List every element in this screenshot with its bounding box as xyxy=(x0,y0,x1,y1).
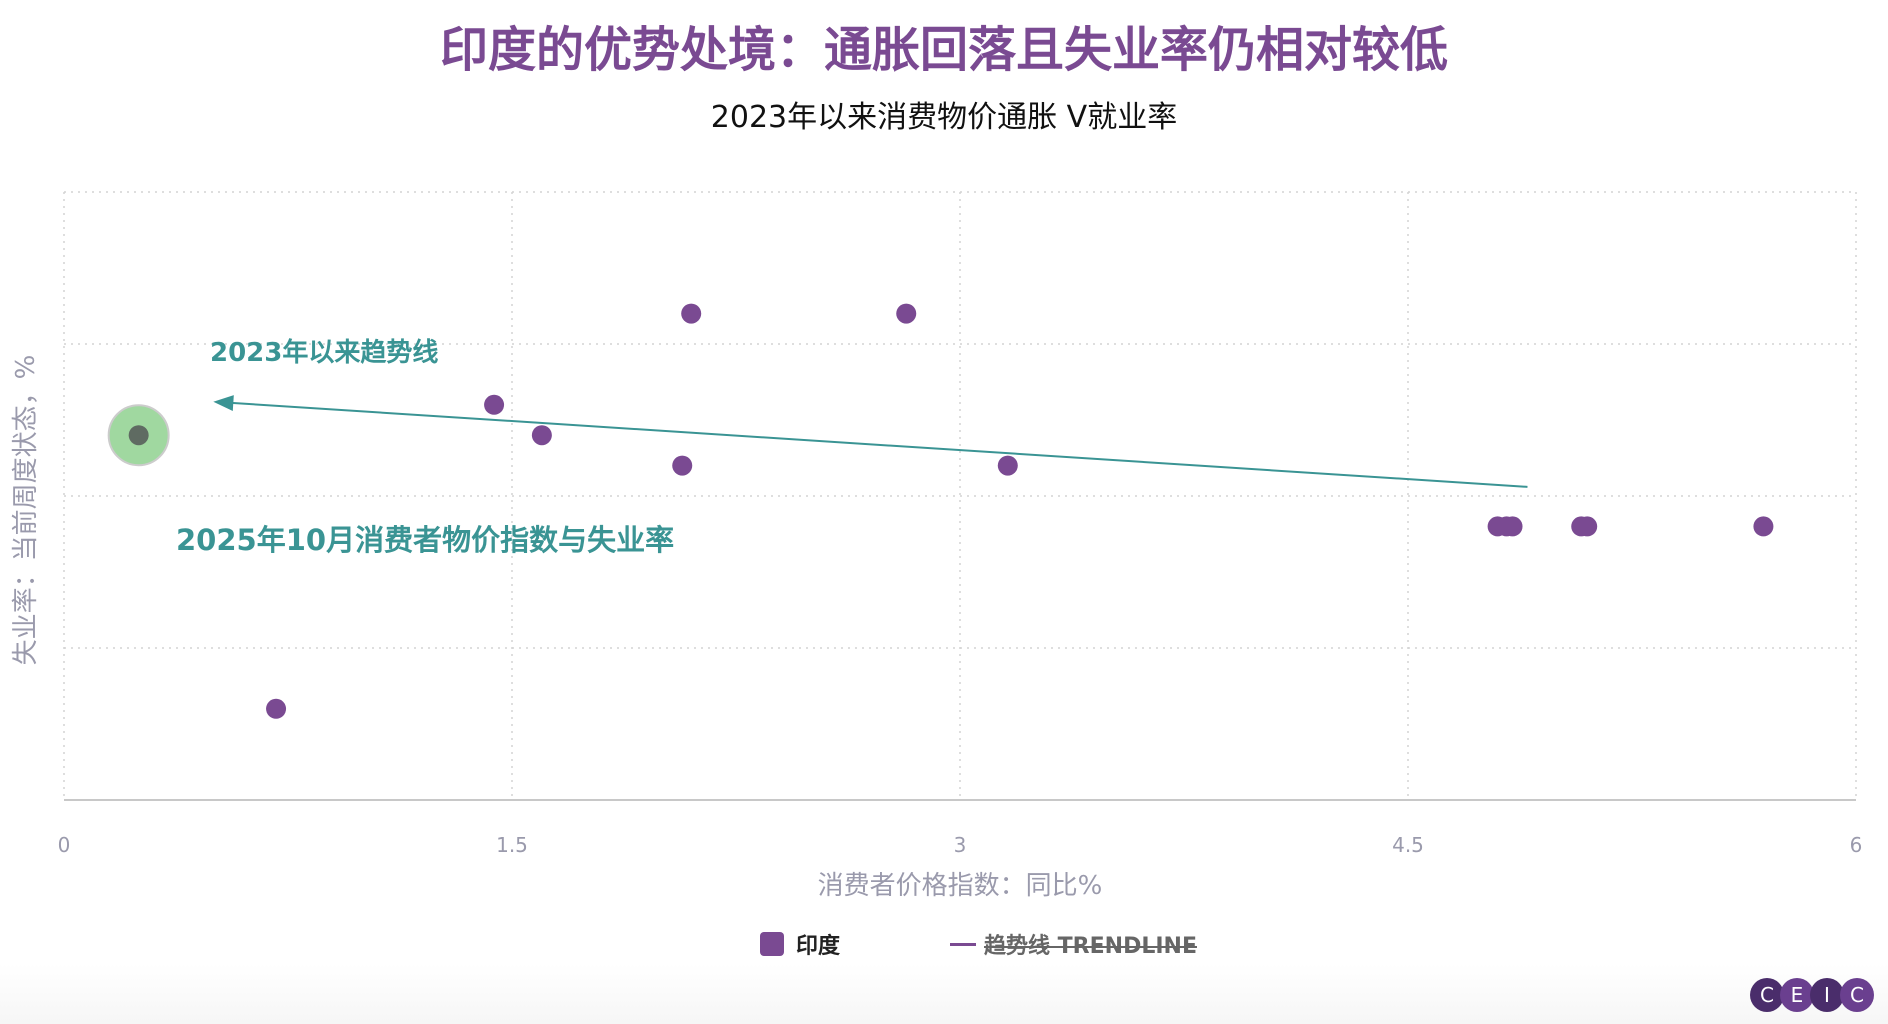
data-point xyxy=(531,425,552,446)
data-point-latest xyxy=(128,425,149,446)
trendline xyxy=(223,401,1528,488)
logo-letter: C xyxy=(1750,978,1784,1012)
logo-letter: C xyxy=(1840,978,1874,1012)
x-tick-label: 1.5 xyxy=(496,833,528,857)
legend-label-trendline: 趋势线 TRENDLINE xyxy=(984,934,1197,959)
grid-lines xyxy=(63,191,1857,800)
data-point xyxy=(1502,516,1523,537)
footer-fade xyxy=(0,964,1888,1024)
x-tick-labels: 0 1.5 3 4.5 6 xyxy=(58,833,1863,857)
data-point xyxy=(896,303,917,324)
data-point xyxy=(672,455,693,476)
legend-item-india[interactable]: 印度 xyxy=(760,928,950,960)
trendline-annotation: 2023年以来趋势线 xyxy=(210,337,438,368)
latest-point-annotation: 2025年10月消费者物价指数与失业率 xyxy=(176,523,674,557)
chart-subtitle: 2023年以来消费物价通胀 V就业率 xyxy=(710,100,1178,135)
logo-letter: I xyxy=(1810,978,1844,1012)
trendline-group xyxy=(213,395,1528,488)
chart-title: 印度的优势处境：通胀回落且失业率仍相对较低 xyxy=(439,22,1448,78)
ceic-logo: C E I C xyxy=(1750,978,1874,1012)
data-point xyxy=(266,698,287,719)
x-axis-label: 消费者价格指数：同比% xyxy=(818,871,1103,900)
data-point xyxy=(681,303,702,324)
legend-item-trendline[interactable]: 趋势线 TRENDLINE xyxy=(950,928,1197,960)
x-tick-label: 3 xyxy=(954,833,967,857)
trendline-arrowhead xyxy=(213,395,234,412)
y-axis-label: 失业率：当前周度状态，% xyxy=(11,355,41,666)
x-tick-label: 0 xyxy=(58,833,71,857)
x-tick-label: 4.5 xyxy=(1392,833,1424,857)
data-point xyxy=(484,394,505,415)
legend-label-india: 印度 xyxy=(796,934,841,959)
legend-line-trendline xyxy=(950,942,977,946)
data-point xyxy=(1577,516,1598,537)
data-point xyxy=(997,455,1018,476)
x-tick-label: 6 xyxy=(1850,833,1863,857)
data-points xyxy=(107,303,1774,719)
legend: 印度 趋势线 TRENDLINE xyxy=(760,928,1197,960)
logo-letter: E xyxy=(1780,978,1814,1012)
scatter-chart: 0 1.5 3 4.5 6 消费者价格指数：同比% 失业率：当前周度状态，% 2023年… xyxy=(11,191,1863,900)
legend-swatch-india xyxy=(760,932,784,956)
data-point xyxy=(1753,516,1774,537)
